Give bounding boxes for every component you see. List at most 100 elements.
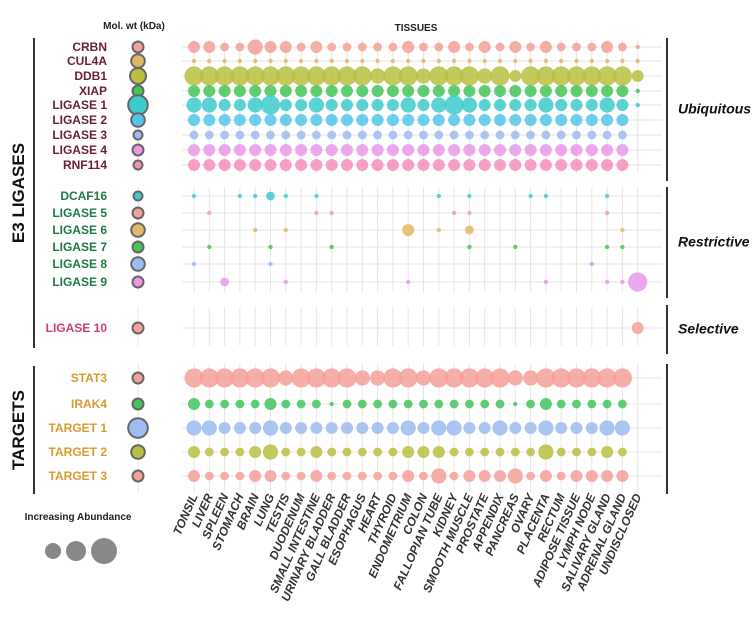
group-labels: E3 LIGASES TARGETS	[9, 38, 35, 494]
bubble-cul4a-fallopian-tube	[436, 58, 441, 64]
bubble-target-2-esophagus	[357, 447, 367, 457]
bubble-ligase-3-rectum	[556, 130, 566, 140]
bubble-ligase-4-stomach	[233, 144, 246, 156]
bubble-stat3-brain	[245, 368, 265, 388]
bubble-ligase-3-thyroid	[388, 130, 398, 140]
tissue-labels: TONSILLIVERSPLEENSTOMACHBRAINLUNGTESTISD…	[170, 490, 644, 603]
bubble-target-1-thyroid	[386, 422, 399, 434]
bubble-ligase-2-small-intestine	[310, 114, 323, 126]
bubble-dcaf16-placenta	[543, 193, 549, 199]
bubble-target-2-lung	[262, 444, 279, 460]
bubble-crbn-endometrium	[402, 41, 415, 53]
bubble-stat3-testis	[278, 370, 294, 386]
bubble-crbn-stomach	[235, 42, 245, 52]
bubble-target-1-colon	[417, 422, 430, 434]
bubble-xiap-brain	[249, 85, 262, 97]
bubble-rnf114-duodenum	[295, 159, 308, 171]
bubble-ligase-4-endometrium	[402, 144, 415, 156]
bubble-ligase-3-spleen	[220, 130, 230, 140]
bubble-ligase-4-lymph-node	[585, 144, 598, 156]
bubble-xiap-prostate	[478, 85, 491, 97]
bubble-irak4-spleen	[220, 399, 230, 409]
molwt-marker-dcaf16	[132, 190, 144, 202]
bubble-stat3-endometrium	[398, 368, 418, 388]
bubble-cul4a-liver	[207, 58, 212, 64]
bubble-cul4a-endometrium	[406, 58, 411, 64]
bubble-xiap-rectum	[555, 85, 568, 97]
bubble-ddb1-appendix	[490, 66, 510, 86]
bubble-irak4-liver	[204, 399, 214, 409]
bubble-xiap-placenta	[539, 85, 552, 97]
bubble-cul4a-salivary-gland	[604, 58, 610, 64]
bubble-crbn-kidney	[448, 41, 461, 53]
bubble-xiap-urinary-bladder	[325, 85, 338, 97]
bubble-crbn-urinary-bladder	[327, 42, 337, 52]
subgroup-label-restrictive: Restrictive	[678, 234, 750, 250]
bubble-ligase-6-adrenal-gland	[620, 227, 625, 233]
bubble-ligase-3-adipose-tissue	[572, 130, 581, 140]
bubble-ligase-4-prostate	[478, 144, 491, 156]
bubble-target-1-tonsil	[186, 420, 202, 436]
bubble-ligase-7-adrenal-gland	[620, 244, 625, 250]
bubble-ligase-2-heart	[371, 114, 384, 126]
bubble-crbn-salivary-gland	[601, 41, 614, 53]
bubble-ligase-3-appendix	[495, 130, 505, 140]
bubble-ddb1-colon	[415, 68, 432, 84]
bubble-ligase-3-heart	[373, 130, 382, 140]
bubble-target-2-liver	[204, 447, 214, 457]
bubble-irak4-pancreas	[513, 401, 518, 407]
bubble-ligase-5-kidney	[451, 210, 457, 216]
bubble-irak4-duodenum	[296, 399, 306, 409]
bubble-xiap-adrenal-gland	[616, 85, 629, 97]
bubble-ligase-4-liver	[203, 144, 216, 156]
bubble-xiap-adipose-tissue	[570, 85, 583, 97]
bubble-ddb1-lung	[260, 66, 281, 86]
bubble-target-3-heart	[373, 471, 382, 481]
molwt-marker-rnf114	[132, 159, 144, 171]
bubble-target-2-small-intestine	[310, 446, 323, 458]
bubble-stat3-spleen	[215, 368, 235, 388]
bubble-ligase-1-endometrium	[400, 97, 416, 113]
bubble-target-2-thyroid	[388, 447, 398, 457]
bubble-ligase-1-kidney	[444, 95, 464, 115]
molwt-marker-stat3	[131, 371, 145, 385]
bubble-target-3-pancreas	[507, 468, 523, 484]
molwt-column	[127, 40, 149, 483]
bubble-crbn-duodenum	[296, 42, 306, 52]
bubble-rnf114-gall-bladder	[341, 159, 353, 171]
bubble-crbn-esophagus	[357, 42, 367, 52]
bubble-stat3-rectum	[551, 368, 571, 388]
bubble-ddb1-tonsil	[184, 66, 204, 86]
bubble-ligase-6-brain	[253, 227, 258, 233]
bubble-ligase-2-tonsil	[188, 114, 200, 126]
bubble-cul4a-kidney	[451, 58, 457, 64]
bubble-cul4a-brain	[253, 58, 258, 64]
bubble-irak4-lung	[264, 398, 277, 410]
bubble-rnf114-esophagus	[356, 159, 369, 171]
bubble-ligase-3-prostate	[480, 130, 490, 140]
bubble-cul4a-tonsil	[191, 58, 197, 64]
bubble-rnf114-brain	[249, 159, 262, 171]
row-label-target-3: TARGET 3	[49, 469, 108, 483]
bubble-stat3-salivary-gland	[597, 368, 617, 388]
molwt-marker-ligase-1	[127, 94, 149, 116]
bubble-ligase-4-colon	[417, 144, 430, 156]
bubble-ligase-2-thyroid	[386, 114, 399, 126]
bubble-cul4a-lung	[268, 58, 273, 64]
bubble-ligase-4-adrenal-gland	[616, 144, 629, 156]
bubble-target-3-lymph-node	[585, 470, 598, 482]
bubble-ligase-4-urinary-bladder	[325, 144, 338, 156]
bubble-xiap-fallopian-tube	[432, 85, 445, 97]
bubble-ddb1-placenta	[536, 66, 556, 86]
bubble-cul4a-lymph-node	[589, 58, 594, 64]
bubble-ddb1-brain	[245, 66, 265, 86]
bubble-rnf114-lung	[264, 159, 277, 171]
bubble-xiap-liver	[203, 85, 216, 97]
bubble-ligase-3-tonsil	[189, 130, 199, 140]
bubble-cul4a-smooth-muscle	[467, 58, 472, 64]
bubble-stat3-kidney	[444, 368, 464, 388]
bubble-irak4-ovary	[526, 399, 535, 409]
row-label-crbn: CRBN	[72, 40, 107, 54]
bubble-target-3-placenta	[539, 470, 552, 482]
